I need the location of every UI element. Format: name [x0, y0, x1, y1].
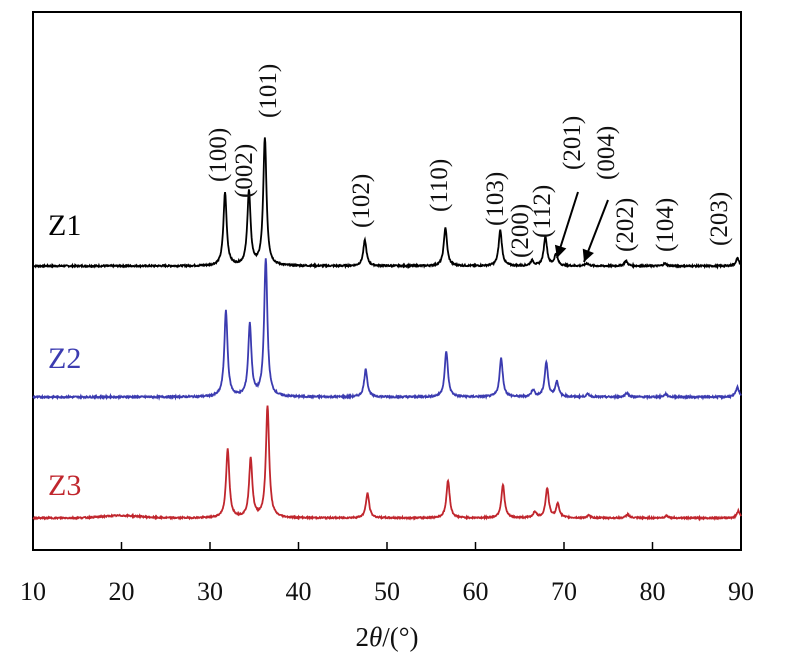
series-z1-line — [32, 137, 742, 270]
peak-label-201: (201) — [559, 116, 586, 170]
peak-label-112: (112) — [529, 185, 556, 238]
x-tick-label-20: 20 — [109, 577, 135, 606]
x-tick-label-80: 80 — [640, 577, 666, 606]
arrow-201 — [554, 191, 579, 259]
series-z3-line — [32, 405, 742, 522]
x-tick-label-30: 30 — [197, 577, 223, 606]
peak-label-002: (002) — [231, 144, 258, 198]
x-axis-label: 2θ/(°) — [355, 622, 418, 652]
x-tick-label-50: 50 — [374, 577, 400, 606]
peak-label-group: Z1 Z2 Z3 (100) (002) (101) (102) (110) (103)(200… — [48, 64, 733, 502]
peak-label-004: (004) — [593, 126, 620, 180]
x-tick-label-10: 10 — [20, 577, 46, 606]
peak-label-203: (203) — [706, 192, 733, 246]
peak-label-104: (104) — [652, 198, 679, 252]
series-group — [32, 137, 742, 522]
arrow-004 — [582, 199, 609, 263]
x-tick-label-40: 40 — [286, 577, 312, 606]
peak-label-101: (101) — [255, 64, 282, 118]
series-z3-label: Z3 — [48, 469, 81, 502]
peak-label-100: (100) — [205, 128, 232, 182]
x-axis: 10 20 30 40 50 60 70 80 90 — [20, 542, 754, 606]
x-tick-label-60: 60 — [463, 577, 489, 606]
peak-label-103: (103) — [482, 172, 509, 226]
plot-frame — [32, 11, 742, 551]
peak-label-102: (102) — [348, 174, 375, 228]
series-z2-label: Z2 — [48, 342, 81, 375]
x-tick-label-90: 90 — [728, 577, 754, 606]
peak-label-200: (200) — [507, 204, 534, 258]
peak-label-202: (202) — [612, 198, 639, 252]
series-z1-label: Z1 — [48, 209, 81, 242]
series-z2-line — [32, 258, 742, 401]
x-tick-label-70: 70 — [551, 577, 577, 606]
peak-label-110: (110) — [426, 159, 453, 212]
